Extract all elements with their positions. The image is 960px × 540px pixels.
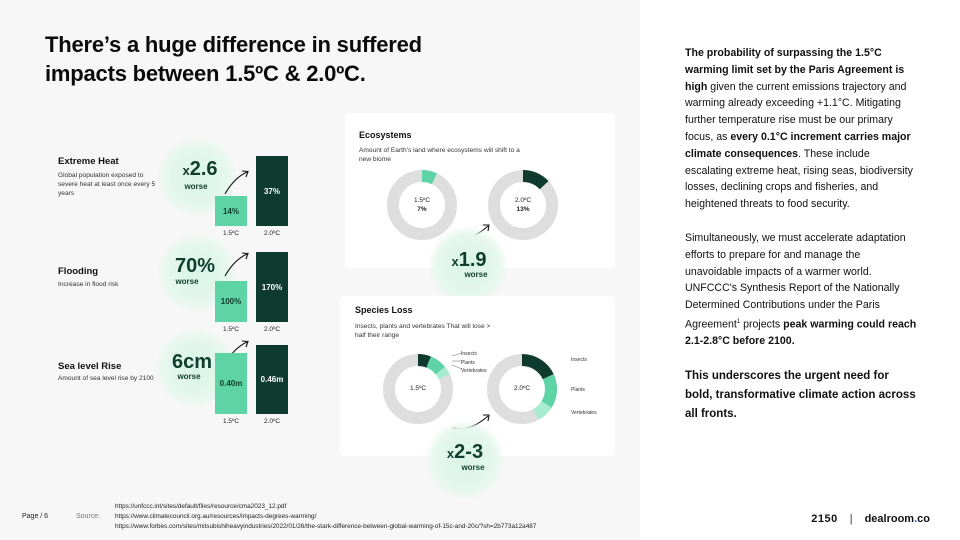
donut-value: 7% bbox=[417, 206, 427, 213]
sources-list: https://unfccc.int/sites/default/files/r… bbox=[115, 502, 536, 532]
delta-prefix: x bbox=[446, 446, 455, 461]
source-link[interactable]: https://unfccc.int/sites/default/files/r… bbox=[115, 503, 287, 510]
extreme-heat-worse: worse bbox=[184, 182, 208, 191]
ecosystems-high-label: 2.0ºC 13% bbox=[503, 196, 543, 214]
temp-label: 1.5ºC bbox=[222, 326, 240, 333]
extreme-heat-bar-low: 14% bbox=[215, 196, 247, 226]
delta-value: 2-3 bbox=[454, 441, 484, 463]
source-label: Source: bbox=[76, 513, 101, 520]
temp-label: 2.0ºC bbox=[263, 418, 281, 425]
extreme-heat-delta: x2.6 bbox=[165, 158, 235, 181]
seg-label-vertebrates: Vertebrates bbox=[461, 368, 487, 374]
donut-segment-insects bbox=[417, 354, 431, 368]
flooding-desc: Increase in flood risk bbox=[58, 281, 119, 288]
delta-value: 2.6 bbox=[189, 158, 218, 180]
p1-bold2: every 0.1°C increment carries major clim… bbox=[685, 130, 911, 160]
donut-segment bbox=[421, 170, 437, 185]
ecosystems-donut-low bbox=[387, 170, 457, 240]
temp-label: 2.0ºC bbox=[263, 230, 281, 237]
seg-label-vertebrates: Vertebrates bbox=[571, 410, 597, 416]
arrow-icon bbox=[224, 252, 249, 277]
ecosystems-worse: worse bbox=[464, 270, 488, 279]
logo-dealroom-end: co bbox=[917, 513, 930, 525]
ecosystems-delta: x1.9 bbox=[434, 249, 504, 272]
donut-segment-plants bbox=[426, 356, 445, 375]
donut-segment-plants bbox=[541, 374, 557, 408]
species-low-label: 1.5ºC bbox=[409, 385, 427, 392]
page-title: There’s a huge difference in suffered im… bbox=[45, 32, 422, 86]
flooding-title: Flooding bbox=[58, 266, 99, 277]
ecosystems-donut-high bbox=[488, 170, 558, 240]
seg-label-insects: Insects bbox=[571, 357, 587, 363]
delta-value: 6cm bbox=[171, 351, 213, 373]
flooding-bar-high: 170% bbox=[256, 252, 288, 322]
p1-bold: The probability of surpassing the 1.5°C … bbox=[685, 47, 905, 93]
p1-text-end: . These include escalating extreme heat,… bbox=[685, 147, 913, 211]
species-delta: x2-3 bbox=[430, 441, 500, 464]
sea-level-delta: 6cm bbox=[157, 351, 227, 374]
temp-label: 2.0ºC bbox=[263, 326, 281, 333]
arrow-icon bbox=[224, 170, 249, 195]
paragraph-3: This underscores the urgent need for bol… bbox=[685, 370, 916, 421]
extreme-heat-title: Extreme Heat bbox=[58, 156, 119, 167]
paragraph-1: The probability of surpassing the 1.5°C … bbox=[685, 45, 917, 213]
sea-level-worse: worse bbox=[177, 372, 201, 381]
sea-level-bar-high: 0.46m bbox=[256, 345, 288, 414]
delta-value: 70% bbox=[174, 255, 216, 277]
donut-segment-insects bbox=[521, 354, 554, 380]
footer-logos: 2150 | dealroom.co bbox=[811, 513, 930, 525]
species-desc: Insects, plants and vertebrates That wil… bbox=[355, 323, 491, 339]
glow-circle bbox=[428, 226, 508, 306]
delta-prefix: x bbox=[451, 254, 459, 269]
species-worse: worse bbox=[461, 463, 485, 472]
logo-dealroom-text: dealroom bbox=[864, 513, 915, 525]
delta-value: 1.9 bbox=[458, 249, 487, 271]
sea-level-desc: Amount of sea level rise by 2100 bbox=[58, 375, 154, 382]
source-link[interactable]: https://www.forbes.com/sites/mitsubishih… bbox=[115, 523, 537, 530]
glow-circle bbox=[425, 420, 505, 500]
extreme-heat-bar-high: 37% bbox=[256, 156, 288, 226]
temp-label: 1.5ºC bbox=[222, 418, 240, 425]
donut-segment-vertebrates bbox=[532, 401, 552, 420]
seg-label-insects: Insects bbox=[461, 351, 477, 357]
species-title: Species Loss bbox=[355, 305, 413, 315]
donut-segment bbox=[522, 170, 549, 190]
species-high-label: 2.0ºC bbox=[513, 385, 531, 392]
logo-2150[interactable]: 2150 bbox=[811, 513, 838, 525]
ecosystems-low-label: 1.5ºC 7% bbox=[402, 196, 442, 214]
donut-value: 13% bbox=[516, 206, 530, 213]
temp-label: 1.5ºC bbox=[413, 197, 431, 204]
leader-lines bbox=[452, 352, 463, 370]
flooding-worse: worse bbox=[175, 277, 199, 286]
species-donut-low bbox=[383, 354, 453, 424]
p1-text: given the current emissions trajectory a… bbox=[685, 80, 907, 143]
donut-segment-vertebrates bbox=[435, 366, 450, 380]
p2-text: Simultaneously, we must accelerate adapt… bbox=[685, 231, 906, 331]
flooding-bar-low: 100% bbox=[215, 281, 247, 322]
source-link[interactable]: https://www.climatecouncil.org.au/resour… bbox=[115, 513, 317, 520]
paragraph-2: Simultaneously, we must accelerate adapt… bbox=[685, 230, 917, 350]
footnote-marker: 1 bbox=[736, 318, 741, 325]
species-donut-high bbox=[487, 354, 557, 424]
seg-label-plants: Plants bbox=[571, 387, 585, 393]
logo-separator: | bbox=[849, 513, 853, 525]
logo-dealroom-dot: . bbox=[914, 513, 918, 525]
flooding-delta: 70% bbox=[160, 255, 230, 278]
logo-dealroom[interactable]: dealroom.co bbox=[865, 513, 930, 525]
temp-label: 1.5ºC bbox=[222, 230, 240, 237]
extreme-heat-desc: Global population exposed to severe heat… bbox=[58, 172, 156, 197]
seg-label-plants: Plants bbox=[461, 360, 475, 366]
summary-text: The probability of surpassing the 1.5°C … bbox=[685, 45, 917, 441]
temp-label: 2.0ºC bbox=[514, 197, 532, 204]
ecosystems-desc: Amount of Earth’s land where ecosystems … bbox=[359, 147, 520, 163]
delta-prefix: x bbox=[182, 163, 190, 178]
p2-text-mid: projects bbox=[740, 318, 784, 331]
ecosystems-title: Ecosystems bbox=[359, 130, 412, 140]
sea-level-bar-low: 0.40m bbox=[215, 353, 247, 414]
p2-bold: peak warming could reach 2.1-2.8°C befor… bbox=[685, 318, 917, 348]
sea-level-title: Sea level Rise bbox=[58, 361, 122, 372]
page-number: Page / 6 bbox=[22, 513, 49, 520]
